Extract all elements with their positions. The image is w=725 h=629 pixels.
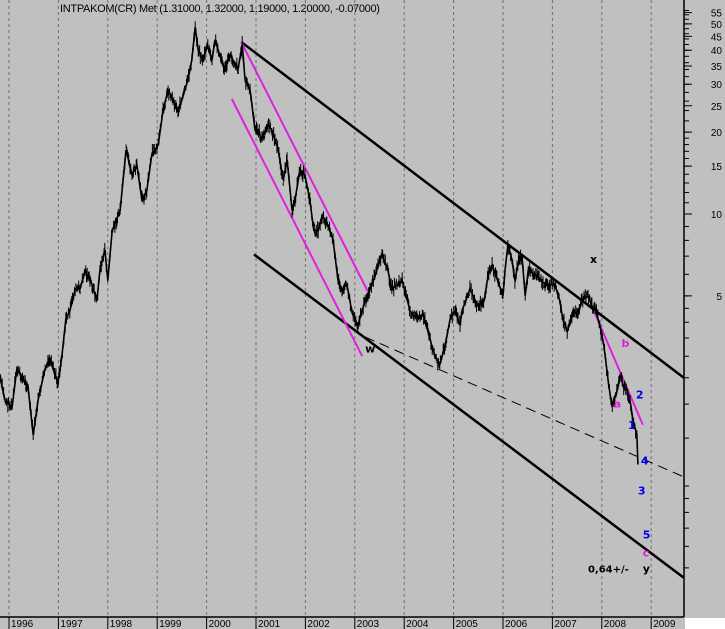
y-tick-label: 50: [711, 20, 723, 31]
trend-line-magenta-upper: [240, 41, 372, 297]
x-tick-label: 1997: [60, 619, 83, 629]
y-tick-label: 10: [711, 210, 723, 221]
x-tick-label: 2009: [653, 619, 676, 629]
wave-label: w: [365, 342, 375, 355]
wave-label: 4: [641, 454, 649, 467]
wave-label: b: [622, 337, 630, 350]
y-tick-label: 40: [711, 46, 723, 57]
axis-corner: [685, 618, 725, 629]
x-tick-label: 2007: [554, 619, 577, 629]
x-tick-label: 2002: [307, 619, 330, 629]
y-tick-label: 25: [711, 102, 723, 113]
x-tick-label: 2006: [505, 619, 528, 629]
x-tick-label: 2003: [357, 619, 380, 629]
trend-lines: [230, 40, 685, 579]
y-tick-label: 55: [711, 9, 723, 20]
y-tick-label: 30: [711, 80, 723, 91]
y-tick-label: 5: [716, 292, 722, 303]
trend-line-dashed-support: [364, 336, 685, 478]
wave-label: y: [643, 563, 650, 576]
price-series: [0, 21, 639, 465]
trend-line-lower-channel: [253, 253, 685, 579]
price-line: [0, 26, 639, 465]
y-tick-label: 35: [711, 62, 723, 73]
wave-label: c: [643, 547, 650, 560]
x-tick-label: 1996: [11, 619, 34, 629]
annotations: w x b a 2 1 4 3 5 cy 0,64+/-: [365, 253, 650, 576]
y-tick-label: 15: [711, 162, 723, 173]
trend-line-upper-channel: [240, 40, 685, 379]
wave-label: x: [590, 253, 597, 266]
x-tick-label: 2004: [406, 619, 429, 629]
wave-label: 3: [638, 485, 646, 498]
wave-label: a: [614, 398, 621, 411]
y-tick-label: 20: [711, 128, 723, 139]
chart-title: INTPAKOM(CR) Met (1.31000, 1.32000, 1.19…: [60, 3, 380, 15]
wave-label: 2: [636, 388, 644, 401]
x-tick-label: 1998: [110, 619, 133, 629]
trend-line-magenta-lower: [230, 98, 364, 357]
wave-label: 1: [628, 419, 636, 432]
y-tick-label: 45: [711, 32, 723, 43]
grid-lines: [8, 0, 652, 617]
x-tick-label: 2008: [604, 619, 627, 629]
wave-label: 5: [643, 529, 651, 542]
x-tick-label: 1999: [159, 619, 182, 629]
x-tick-label: 2001: [258, 619, 281, 629]
x-tick-label: 2000: [209, 619, 232, 629]
x-tick-label: 2005: [456, 619, 479, 629]
wave-label: 0,64+/-: [588, 565, 629, 576]
